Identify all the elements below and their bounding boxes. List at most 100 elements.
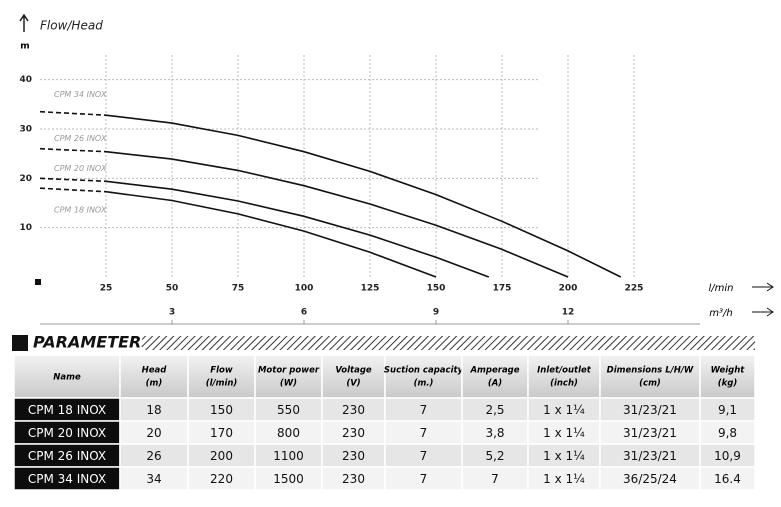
series-label: CPM 26 INOX (54, 134, 107, 143)
cell-text: 7 (420, 426, 428, 440)
x2-axis-arrow (752, 307, 774, 317)
cell-text: 230 (342, 449, 365, 463)
y-tick-label: 40 (19, 75, 32, 85)
cell-text: 9,1 (718, 403, 737, 417)
cell-text: 3,8 (485, 426, 504, 440)
cell-text: 1 x 1¼ (543, 472, 585, 486)
cell-text: 1 x 1¼ (543, 449, 585, 463)
series-label: CPM 18 INOX (54, 206, 107, 215)
cell-text: 5,2 (485, 449, 504, 463)
name-text: CPM 26 INOX (28, 449, 106, 463)
header-cell (254, 354, 323, 399)
x-tick-label: 125 (361, 284, 380, 294)
y-axis-arrow (19, 13, 29, 32)
section-marker (12, 335, 28, 351)
header-cell (384, 354, 463, 399)
cell-text: 20 (146, 426, 161, 440)
x2-tick-label: 9 (433, 308, 439, 318)
header-label: Head (142, 366, 168, 376)
curve (39, 147, 569, 278)
series-label: CPM 34 INOX (54, 90, 107, 99)
cell-text: 550 (277, 403, 300, 417)
header-cell (461, 354, 529, 399)
cell-text: 18 (146, 403, 161, 417)
header-label: Dimensions L/H/W (607, 366, 694, 376)
header-cell (321, 354, 386, 399)
section-title: PARAMETERS (33, 333, 153, 352)
cell-text: 7 (420, 403, 428, 417)
data-cell (699, 466, 756, 491)
cell-text: 230 (342, 426, 365, 440)
header-unit: (cm) (639, 379, 661, 389)
cell-text: 31/23/21 (623, 403, 677, 417)
cell-text: 7 (420, 472, 428, 486)
cell-text: 7 (491, 472, 499, 486)
name-text: CPM 18 INOX (28, 403, 106, 417)
x-axis-arrow (752, 282, 774, 292)
header-label: Suction capacity (384, 366, 464, 376)
header-unit: (inch) (550, 379, 578, 389)
cell-text: 2,5 (485, 403, 504, 417)
cell-text: 36/25/24 (623, 472, 677, 486)
curve (39, 110, 622, 278)
cell-text: 16.4 (714, 472, 741, 486)
header-cell (527, 354, 601, 399)
origin-marker (35, 279, 41, 285)
header-unit: (l/min) (206, 379, 238, 389)
x-axis-label: l/min (708, 283, 733, 294)
cell-text: 9,8 (718, 426, 737, 440)
x2-tick-label: 3 (169, 308, 175, 318)
y-tick-label: 20 (19, 174, 32, 184)
cell-text: 26 (146, 449, 161, 463)
header-label: Voltage (335, 366, 372, 376)
cell-text: 1 x 1¼ (543, 426, 585, 440)
section-hatch (142, 336, 755, 350)
header-cell (599, 354, 701, 399)
cell-text: 34 (146, 472, 161, 486)
cell-text: 170 (210, 426, 233, 440)
curve (39, 177, 490, 278)
header-label: Flow (210, 366, 233, 376)
cell-text: 10,9 (714, 449, 741, 463)
x-tick-label: 175 (493, 284, 512, 294)
chart-title: Flow/Head (40, 19, 103, 33)
name-text: CPM 34 INOX (28, 472, 106, 486)
header-cell (187, 354, 256, 399)
header-unit: (kg) (718, 379, 738, 389)
cell-text: 1 x 1¼ (543, 403, 585, 417)
series-label: CPM 20 INOX (54, 164, 107, 173)
cell-text: 150 (210, 403, 233, 417)
header-cell (119, 354, 189, 399)
header-label: Inlet/outlet (537, 366, 592, 376)
cell-text: 31/23/21 (623, 449, 677, 463)
cell-text: 220 (210, 472, 233, 486)
header-label: Name (53, 373, 81, 383)
header-unit: (A) (488, 379, 502, 389)
header-unit: (m) (146, 379, 163, 389)
name-text: CPM 20 INOX (28, 426, 106, 440)
cell-text: 200 (210, 449, 233, 463)
cell-text: 230 (342, 403, 365, 417)
header-label: Weight (711, 366, 746, 376)
y-tick-label: 10 (19, 223, 32, 233)
header-cell (699, 354, 756, 399)
cell-text: 800 (277, 426, 300, 440)
y-tick-label: 30 (19, 125, 32, 135)
curve (39, 187, 437, 278)
header-unit: (m.) (414, 379, 434, 389)
x2-tick-label: 12 (562, 308, 575, 318)
y-axis-label: m (20, 42, 29, 52)
cell-text: 230 (342, 472, 365, 486)
cell-text: 31/23/21 (623, 426, 677, 440)
x-tick-label: 225 (625, 284, 644, 294)
x-tick-label: 150 (427, 284, 446, 294)
cell-text: 1500 (273, 472, 304, 486)
x-tick-label: 75 (232, 284, 245, 294)
x-tick-label: 25 (100, 284, 113, 294)
x-tick-label: 50 (166, 284, 179, 294)
header-unit: (W) (280, 379, 297, 389)
header-label: Motor power (258, 366, 320, 376)
header-label: Amperage (469, 366, 519, 376)
x2-tick-label: 6 (301, 308, 307, 318)
